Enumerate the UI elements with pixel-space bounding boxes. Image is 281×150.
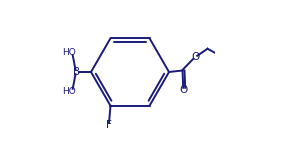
Text: HO: HO	[62, 87, 75, 96]
Text: HO: HO	[62, 48, 75, 57]
Text: O: O	[191, 52, 200, 62]
Text: F: F	[106, 120, 112, 130]
Text: B: B	[73, 67, 80, 77]
Text: O: O	[179, 85, 187, 95]
